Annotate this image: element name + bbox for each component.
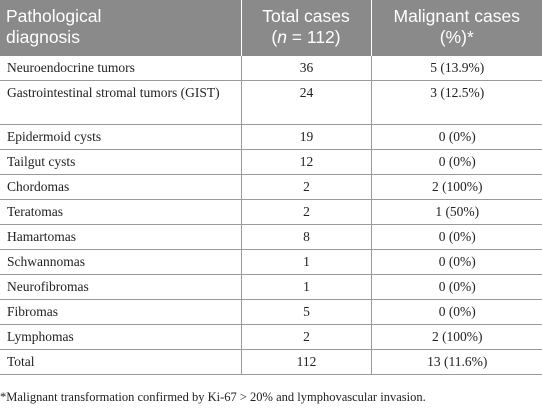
diagnosis-cell: Neurofibromas: [0, 274, 242, 300]
malignant-cases-cell: 0 (0%): [371, 149, 542, 175]
malignant-cases-cell: 0 (0%): [371, 124, 542, 150]
table-row: Chordomas 2 2 (100%): [0, 174, 542, 200]
total-cases-cell: 2: [241, 199, 372, 225]
header-col3-line1: Malignant cases: [393, 6, 520, 26]
diagnosis-cell: Epidermoid cysts: [0, 124, 242, 150]
diagnosis-cell: Total: [0, 349, 242, 375]
malignant-cases-cell: 13 (11.6%): [371, 349, 542, 375]
header-col2-line2: (n = 112): [250, 27, 363, 48]
malignant-cases-cell: 1 (50%): [371, 199, 542, 225]
header-col2-open-paren: (: [271, 27, 278, 47]
total-cases-cell: 2: [241, 174, 372, 200]
table-row: Lymphomas 2 2 (100%): [0, 324, 542, 350]
diagnosis-cell: Teratomas: [0, 199, 242, 225]
malignant-cases-cell: 5 (13.9%): [371, 56, 542, 81]
total-cases-cell: 12: [241, 149, 372, 175]
total-cases-cell: 112: [241, 349, 372, 375]
header-col1-line2: diagnosis: [6, 27, 80, 47]
diagnosis-cell: Fibromas: [0, 299, 242, 325]
table-row: Tailgut cysts 12 0 (0%): [0, 149, 542, 175]
malignant-cases-cell: 0 (0%): [371, 224, 542, 250]
total-cases-cell: 1: [241, 274, 372, 300]
header-col2-line1: Total cases: [262, 6, 350, 26]
table-row: Teratomas 2 1 (50%): [0, 199, 542, 225]
header-row: Pathological diagnosis Total cases (n = …: [0, 0, 542, 56]
malignant-cases-cell: 0 (0%): [371, 274, 542, 300]
table-body: Neuroendocrine tumors 36 5 (13.9%) Gastr…: [0, 56, 542, 375]
diagnosis-cell: Hamartomas: [0, 224, 242, 250]
header-total-cases: Total cases (n = 112): [241, 0, 372, 56]
table-row: Epidermoid cysts 19 0 (0%): [0, 124, 542, 150]
table-row: Schwannomas 1 0 (0%): [0, 249, 542, 275]
header-col2-rest: = 112): [286, 27, 341, 47]
pathological-diagnosis-table: Pathological diagnosis Total cases (n = …: [0, 0, 542, 375]
total-cases-cell: 19: [241, 124, 372, 150]
header-pathological-diagnosis: Pathological diagnosis: [0, 0, 242, 56]
header-malignant-cases: Malignant cases (%)*: [371, 0, 542, 56]
malignant-cases-cell: 3 (12.5%): [371, 80, 542, 125]
header-col3-line2: (%)*: [439, 27, 474, 47]
total-cases-cell: 24: [241, 80, 372, 125]
diagnosis-table-container: Pathological diagnosis Total cases (n = …: [0, 0, 542, 375]
table-row: Neurofibromas 1 0 (0%): [0, 274, 542, 300]
table-footnote: *Malignant transformation confirmed by K…: [0, 390, 426, 404]
total-cases-cell: 5: [241, 299, 372, 325]
diagnosis-cell: Neuroendocrine tumors: [0, 56, 242, 81]
table-row: Fibromas 5 0 (0%): [0, 299, 542, 325]
diagnosis-cell: Chordomas: [0, 174, 242, 200]
total-cases-cell: 2: [241, 324, 372, 350]
total-cases-cell: 1: [241, 249, 372, 275]
diagnosis-cell: Schwannomas: [0, 249, 242, 275]
table-row: Neuroendocrine tumors 36 5 (13.9%): [0, 56, 542, 81]
malignant-cases-cell: 0 (0%): [371, 299, 542, 325]
malignant-cases-cell: 2 (100%): [371, 174, 542, 200]
total-cases-cell: 8: [241, 224, 372, 250]
diagnosis-cell: Tailgut cysts: [0, 149, 242, 175]
malignant-cases-cell: 0 (0%): [371, 249, 542, 275]
header-col2-n: n: [277, 27, 287, 47]
table-row-total: Total 112 13 (11.6%): [0, 349, 542, 375]
table-header: Pathological diagnosis Total cases (n = …: [0, 0, 542, 56]
total-cases-cell: 36: [241, 56, 372, 81]
malignant-cases-cell: 2 (100%): [371, 324, 542, 350]
header-col1-line1: Pathological: [6, 6, 102, 26]
diagnosis-cell: Lymphomas: [0, 324, 242, 350]
table-row: Gastrointestinal stromal tumors (GIST) 2…: [0, 80, 542, 125]
diagnosis-cell: Gastrointestinal stromal tumors (GIST): [0, 80, 242, 125]
table-row: Hamartomas 8 0 (0%): [0, 224, 542, 250]
